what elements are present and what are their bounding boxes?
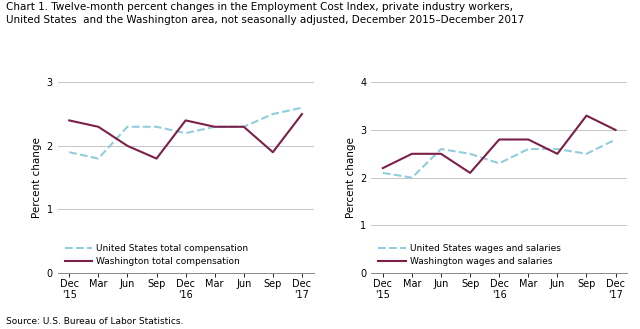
United States wages and salaries: [467, 152, 474, 156]
Washington wages and salaries: [495, 138, 503, 141]
United States total compensation: [182, 131, 189, 135]
Washington wages and salaries: [554, 152, 561, 156]
Washington total compensation: [240, 125, 248, 129]
United States wages and salaries: [437, 147, 445, 151]
United States total compensation: [124, 125, 131, 129]
Washington total compensation: [298, 112, 306, 116]
Text: Chart 1. Twelve-month percent changes in the Employment Cost Index, private indu: Chart 1. Twelve-month percent changes in…: [6, 2, 513, 12]
Washington wages and salaries: [408, 152, 416, 156]
United States total compensation: [153, 125, 161, 129]
Washington total compensation: [182, 118, 189, 122]
Legend: United States wages and salaries, Washington wages and salaries: United States wages and salaries, Washin…: [376, 241, 564, 268]
Washington wages and salaries: [437, 152, 445, 156]
United States total compensation: [298, 106, 306, 110]
Washington total compensation: [269, 150, 276, 154]
Washington total compensation: [65, 118, 73, 122]
Washington wages and salaries: [582, 114, 590, 118]
United States total compensation: [240, 125, 248, 129]
Text: Source: U.S. Bureau of Labor Statistics.: Source: U.S. Bureau of Labor Statistics.: [6, 317, 184, 326]
Line: Washington wages and salaries: Washington wages and salaries: [383, 116, 616, 173]
United States wages and salaries: [612, 138, 620, 141]
Washington total compensation: [124, 144, 131, 148]
Line: United States wages and salaries: United States wages and salaries: [383, 139, 616, 178]
Y-axis label: Percent change: Percent change: [33, 137, 42, 218]
Legend: United States total compensation, Washington total compensation: United States total compensation, Washin…: [62, 241, 252, 268]
United States wages and salaries: [582, 152, 590, 156]
Text: United States  and the Washington area, not seasonally adjusted, December 2015–D: United States and the Washington area, n…: [6, 15, 525, 25]
United States wages and salaries: [379, 171, 387, 175]
Washington wages and salaries: [612, 128, 620, 132]
Washington wages and salaries: [467, 171, 474, 175]
Washington wages and salaries: [379, 166, 387, 170]
Washington total compensation: [153, 157, 161, 161]
United States total compensation: [211, 125, 218, 129]
United States total compensation: [65, 150, 73, 154]
Line: United States total compensation: United States total compensation: [69, 108, 302, 159]
Y-axis label: Percent change: Percent change: [346, 137, 356, 218]
Washington wages and salaries: [524, 138, 532, 141]
Washington total compensation: [95, 125, 102, 129]
United States wages and salaries: [408, 176, 416, 180]
United States total compensation: [95, 157, 102, 161]
United States wages and salaries: [495, 162, 503, 165]
United States total compensation: [269, 112, 276, 116]
Washington total compensation: [211, 125, 218, 129]
United States wages and salaries: [554, 147, 561, 151]
Line: Washington total compensation: Washington total compensation: [69, 114, 302, 159]
United States wages and salaries: [524, 147, 532, 151]
